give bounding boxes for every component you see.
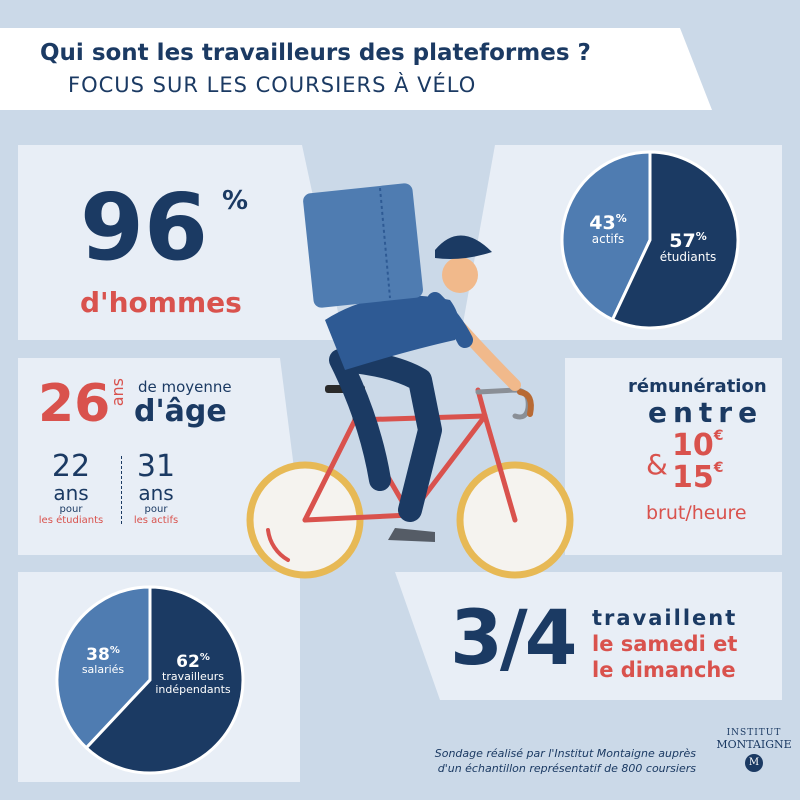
pay-line2: entre: [648, 396, 764, 429]
age-workers-unit: ans: [138, 481, 174, 505]
page-subtitle: FOCUS SUR LES COURSIERS À VÉLO: [68, 73, 477, 97]
contract-pie-label-freelancers: 62% travailleurs indépendants: [138, 652, 248, 696]
page-title: Qui sont les travailleurs des plateforme…: [40, 40, 591, 66]
freelancers-label-line2: indépendants: [155, 683, 231, 696]
pie-slice-actifs: [560, 150, 652, 322]
employees-label: salariés: [81, 663, 125, 676]
survey-note-line2: d'un échantillon représentatif de 800 co…: [437, 762, 696, 775]
pie-slice-students: [610, 150, 740, 330]
age-divider: [121, 456, 122, 524]
header-banner: [0, 28, 712, 110]
age-students-unit: ans: [53, 481, 89, 505]
weekend-line1: travaillent: [592, 606, 738, 630]
weekend-line3: le dimanche: [592, 658, 736, 682]
contract-pie-label-employees: 38% salariés: [68, 645, 138, 676]
actifs-label: actifs: [591, 232, 625, 246]
delivery-backpack: [303, 183, 423, 308]
status-pie-chart: [560, 150, 740, 330]
panel-men: [18, 145, 344, 340]
rider-torso: [325, 295, 459, 370]
pay-amp: &: [646, 448, 668, 481]
stat-men-unit: %: [222, 186, 249, 216]
status-pie-label-actifs: 43% actifs: [578, 212, 638, 246]
freelancers-value: 62: [176, 652, 200, 672]
survey-note: Sondage réalisé par l'Institut Montaigne…: [396, 746, 696, 776]
age-workers-who: les actifs: [133, 515, 179, 526]
pie-slice-employees: [55, 585, 152, 750]
actifs-value: 43: [589, 212, 616, 234]
freelancers-pct: %: [199, 652, 210, 663]
pay-high-currency: €: [713, 460, 724, 476]
pay-line1: rémunération: [628, 376, 767, 397]
pay-low-currency: €: [713, 428, 724, 444]
weekend-fraction: 3/4: [450, 593, 578, 682]
students-label: étudiants: [659, 250, 717, 264]
age-students-pour: pour: [59, 504, 83, 515]
age-workers-pour: pour: [144, 504, 168, 515]
employees-pct: %: [109, 645, 120, 656]
panel-age: [18, 358, 305, 555]
pay-unit: brut/heure: [646, 502, 747, 524]
survey-note-line1: Sondage réalisé par l'Institut Montaigne…: [434, 747, 696, 760]
panel-pay: [565, 358, 782, 555]
pay-low-value: 10: [672, 428, 714, 463]
freelancers-label-line1: travailleurs: [162, 670, 224, 683]
stat-men-label: d'hommes: [80, 286, 242, 319]
cyclist-illustration: [246, 183, 574, 579]
logo-line2: MONTAIGNE: [716, 738, 792, 751]
pay-high-value: 15: [672, 460, 714, 495]
students-value: 57: [669, 230, 696, 252]
contract-pie-chart: [55, 585, 245, 775]
weekend-line2: le samedi et: [592, 632, 738, 656]
logo-mark: M: [745, 754, 763, 772]
logo-line1: INSTITUT: [726, 728, 782, 738]
pay-high: 15€: [672, 460, 724, 495]
students-pct: %: [695, 230, 707, 243]
stat-men-value: 96: [80, 174, 209, 281]
age-workers: 31 ans pour les actifs: [124, 449, 188, 527]
helmet: [435, 235, 492, 259]
stat-age-label-bottom: d'âge: [134, 394, 227, 429]
age-students: 22 ans pour les étudiants: [36, 449, 106, 527]
employees-value: 38: [86, 645, 110, 665]
stat-age-label-top: de moyenne: [138, 378, 232, 396]
pie-slice-freelancers: [84, 585, 245, 775]
age-workers-value: 31: [136, 449, 176, 484]
actifs-pct: %: [615, 212, 627, 225]
pay-low: 10€: [672, 428, 724, 463]
age-students-who: les étudiants: [38, 515, 104, 526]
age-students-value: 22: [51, 449, 91, 484]
status-pie-label-students: 57% étudiants: [648, 230, 728, 264]
institut-montaigne-logo: INSTITUT MONTAIGNE M: [716, 728, 792, 772]
stat-age-value: 26: [38, 374, 111, 434]
panel-weekend: [395, 572, 782, 700]
stat-age-unit: ans: [108, 378, 127, 407]
